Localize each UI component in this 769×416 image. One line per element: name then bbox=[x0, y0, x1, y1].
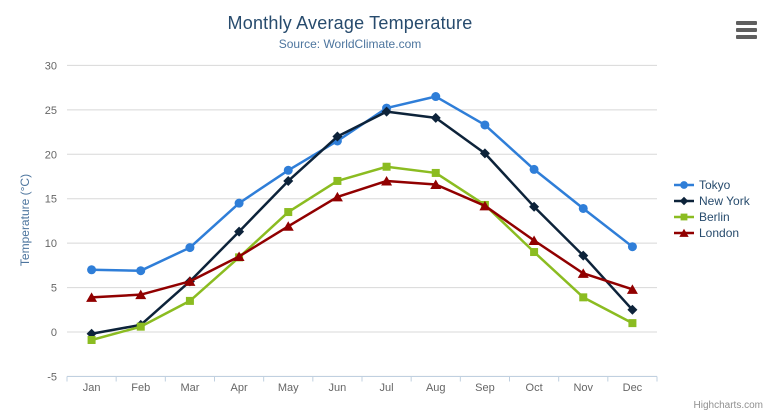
legend-item-london[interactable]: London bbox=[674, 225, 750, 241]
series-point-marker[interactable] bbox=[430, 112, 441, 123]
series-point-marker[interactable] bbox=[136, 266, 146, 276]
series-point-marker[interactable] bbox=[184, 276, 196, 286]
y-axis-tick-label: 25 bbox=[45, 105, 57, 117]
legend-label: Berlin bbox=[699, 210, 730, 224]
x-axis-tick-label: Mar bbox=[180, 382, 199, 394]
series-point-marker[interactable] bbox=[234, 198, 244, 208]
series-point-marker[interactable] bbox=[431, 168, 440, 177]
series-point-marker[interactable] bbox=[185, 296, 194, 305]
x-axis-tick-label: Oct bbox=[526, 382, 543, 394]
series-point-marker[interactable] bbox=[530, 248, 539, 257]
y-axis-tick-label: 20 bbox=[45, 149, 57, 161]
series-point-marker[interactable] bbox=[381, 106, 392, 117]
series-point-marker[interactable] bbox=[234, 226, 245, 237]
x-axis-tick-label: Jun bbox=[329, 382, 347, 394]
series-point-marker[interactable] bbox=[332, 131, 343, 142]
series-new-york[interactable] bbox=[86, 106, 638, 339]
series-point-marker[interactable] bbox=[430, 179, 442, 189]
y-axis-tick-label: 15 bbox=[45, 194, 57, 206]
legend-label: London bbox=[699, 226, 740, 240]
legend: Tokyo New York Berlin London bbox=[674, 177, 750, 241]
series-point-marker[interactable] bbox=[479, 148, 490, 159]
chart-title: Monthly Average Temperature bbox=[227, 13, 473, 33]
series-point-marker[interactable] bbox=[577, 268, 589, 278]
series-point-marker[interactable] bbox=[282, 221, 294, 231]
x-axis-tick-label: Feb bbox=[131, 382, 150, 394]
series-point-marker[interactable] bbox=[86, 292, 98, 302]
legend-item-berlin[interactable]: Berlin bbox=[674, 209, 750, 225]
series-point-marker[interactable] bbox=[628, 319, 637, 328]
series-line-new-york[interactable] bbox=[90, 110, 634, 336]
series-point-marker[interactable] bbox=[283, 175, 294, 186]
x-axis-tick-label: Nov bbox=[573, 382, 593, 394]
series-point-marker[interactable] bbox=[480, 120, 490, 130]
legend-label: New York bbox=[699, 194, 750, 208]
chart-subtitle: Source: WorldClimate.com bbox=[278, 37, 422, 51]
series-point-marker[interactable] bbox=[381, 175, 393, 186]
series-point-marker[interactable] bbox=[382, 162, 391, 171]
menu-bar bbox=[736, 35, 757, 39]
x-axis-tick-label: May bbox=[278, 382, 299, 394]
series-point-marker[interactable] bbox=[578, 203, 588, 213]
london-legend-marker-icon bbox=[674, 228, 694, 237]
tokyo-legend-marker-icon bbox=[674, 181, 694, 189]
legend-label: Tokyo bbox=[699, 178, 731, 192]
series-point-marker[interactable] bbox=[578, 250, 589, 261]
hamburger-menu-icon[interactable] bbox=[736, 21, 757, 39]
series-point-marker[interactable] bbox=[627, 242, 637, 252]
series-line-london[interactable] bbox=[90, 179, 634, 299]
series-point-marker[interactable] bbox=[431, 92, 441, 102]
legend-item-new-york[interactable]: New York bbox=[674, 193, 750, 209]
berlin-legend-marker-icon bbox=[674, 213, 694, 221]
series-point-marker[interactable] bbox=[87, 335, 96, 344]
series-point-marker[interactable] bbox=[185, 243, 195, 253]
series-point-marker[interactable] bbox=[626, 284, 638, 294]
series-point-marker[interactable] bbox=[680, 181, 688, 189]
series-point-marker[interactable] bbox=[283, 165, 293, 175]
series-point-marker[interactable] bbox=[579, 293, 588, 302]
x-axis-tick-label: Sep bbox=[475, 382, 495, 394]
y-axis-tick-label: -5 bbox=[47, 371, 57, 383]
y-axis-tick-label: 10 bbox=[45, 238, 57, 250]
y-axis-tick-label: 5 bbox=[51, 283, 57, 295]
series-point-marker[interactable] bbox=[333, 176, 342, 185]
y-axis-tick-label: 0 bbox=[51, 327, 57, 339]
x-axis-tick-label: Aug bbox=[426, 382, 446, 394]
series-point-marker[interactable] bbox=[529, 201, 540, 212]
series-point-marker[interactable] bbox=[529, 164, 539, 174]
credits-link[interactable]: Highcharts.com bbox=[693, 400, 763, 411]
series-london[interactable] bbox=[86, 175, 638, 302]
x-axis-tick-label: Jul bbox=[380, 382, 394, 394]
new-york-legend-marker-icon bbox=[674, 196, 694, 206]
series-point-marker[interactable] bbox=[679, 196, 689, 206]
series-point-marker[interactable] bbox=[331, 191, 343, 202]
series-tokyo[interactable] bbox=[87, 92, 637, 276]
series-point-marker[interactable] bbox=[233, 251, 245, 261]
x-axis-tick-label: Dec bbox=[623, 382, 643, 394]
x-axis-tick-label: Jan bbox=[83, 382, 101, 394]
series-point-marker[interactable] bbox=[135, 289, 147, 300]
legend-item-tokyo[interactable]: Tokyo bbox=[674, 177, 750, 193]
series-point-marker[interactable] bbox=[680, 213, 688, 221]
x-axis-tick-label: Apr bbox=[231, 382, 248, 394]
series-point-marker[interactable] bbox=[87, 265, 97, 275]
series-point-marker[interactable] bbox=[528, 235, 540, 245]
series-line-tokyo[interactable] bbox=[90, 95, 634, 272]
series-point-marker[interactable] bbox=[627, 304, 638, 315]
y-axis-tick-label: 30 bbox=[45, 60, 57, 72]
menu-bar bbox=[736, 21, 757, 25]
menu-bar bbox=[736, 28, 757, 32]
series-line-berlin[interactable] bbox=[90, 165, 634, 342]
series-point-marker[interactable] bbox=[679, 228, 689, 237]
y-axis-title: Temperature (°C) bbox=[18, 173, 32, 267]
series-point-marker[interactable] bbox=[284, 208, 293, 217]
series-point-marker[interactable] bbox=[479, 200, 491, 211]
series-point-marker[interactable] bbox=[136, 322, 145, 331]
